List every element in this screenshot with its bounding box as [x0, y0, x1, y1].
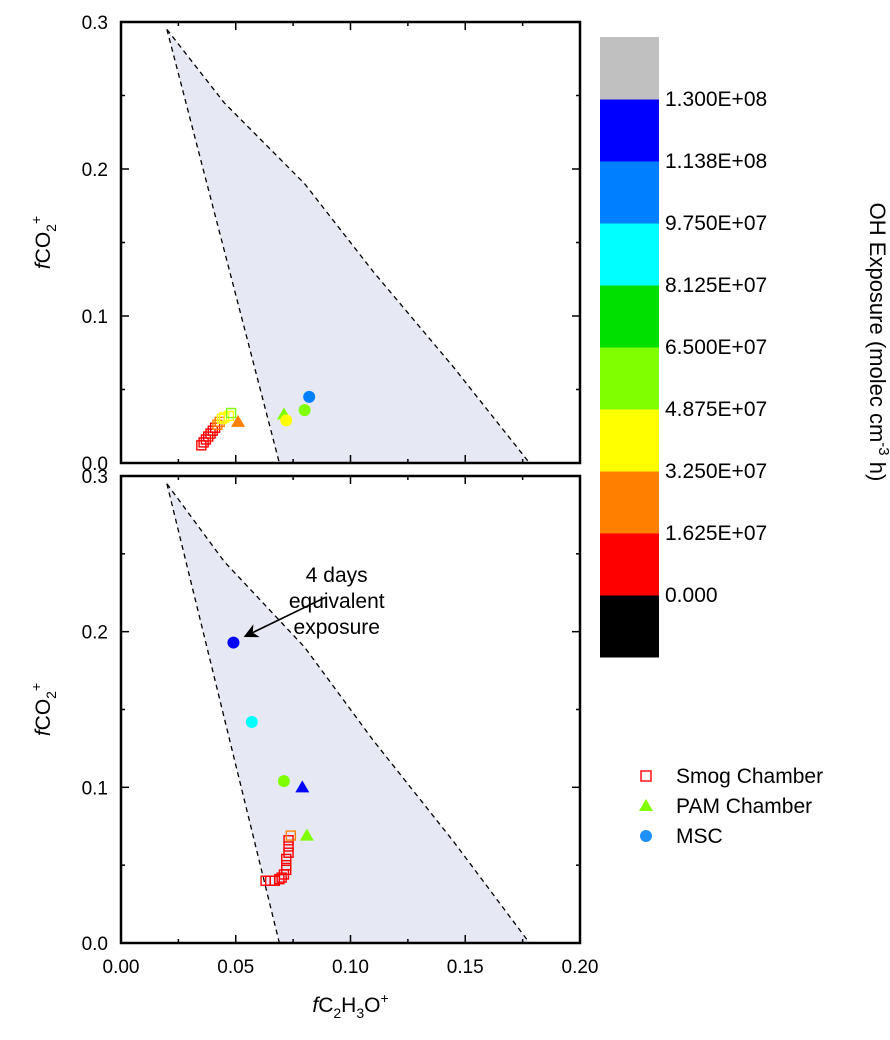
colorbar-band — [600, 285, 659, 348]
colorbar-tick-label: 1.625E+07 — [665, 522, 767, 545]
y-tick-label: 0.1 — [82, 778, 108, 799]
smog-chamber-point — [281, 859, 292, 871]
y-tick-label: 0.0 — [82, 934, 108, 955]
smog-chamber-point — [283, 847, 294, 858]
left-boundary-line — [166, 29, 280, 464]
x-tick-label: 0.00 — [103, 957, 140, 978]
smog-chamber-point — [283, 841, 294, 852]
y-tick-label: 0.2 — [82, 623, 108, 644]
annotation-arrow — [243, 596, 326, 638]
smog-chamber-point — [281, 853, 292, 865]
colorbar-title: OH Exposure (molec cm-3 h) — [865, 203, 890, 482]
pam-chamber-point — [295, 780, 310, 793]
msc-point — [303, 390, 316, 403]
colorbar-band — [600, 471, 659, 534]
smog-chamber-point — [223, 410, 235, 422]
shaded-triangle-region — [166, 29, 530, 463]
colorbar-band — [600, 223, 659, 286]
colorbar-tick-label: 8.125E+07 — [665, 274, 767, 297]
legend-label: MSC — [676, 825, 723, 848]
msc-point — [298, 404, 311, 417]
colorbar-band — [600, 533, 659, 596]
smog-chamber-point — [216, 413, 228, 425]
colorbar-tick-label: 6.500E+07 — [665, 336, 767, 359]
msc-point — [227, 636, 240, 649]
shaded-triangle-region — [166, 483, 530, 943]
bottom-panel: 0.00 0.05 0.10 0.15 0.20 fC2H3O+ 0.0 0.1 0.2 0.3 f… — [28, 467, 598, 1021]
pam-chamber-point — [231, 414, 246, 427]
y-axis-label: fCO2+ — [28, 683, 59, 736]
msc-point — [245, 715, 258, 728]
smog-chamber-point — [285, 830, 297, 841]
top-panel: 0.0 0.1 0.2 0.3 fCO2+ — [28, 13, 582, 475]
colorbar-tick-label: 4.875E+07 — [665, 398, 767, 421]
legend-label: Smog Chamber — [676, 765, 823, 788]
y-tick-label: 0.1 — [82, 307, 108, 328]
colorbar-tick-label: 1.138E+08 — [665, 150, 767, 173]
colorbar-tick-label: 0.000 — [665, 584, 718, 607]
y-tick-label: 0.2 — [82, 160, 108, 181]
y-axis-label: fCO2+ — [28, 216, 59, 269]
colorbar-tick-label: 1.300E+08 — [665, 88, 767, 111]
legend-triangle-marker — [639, 799, 653, 811]
legend-label: PAM Chamber — [676, 795, 812, 818]
annotation-text: equivalent — [289, 590, 385, 613]
colorbar: 0.000 1.625E+07 3.250E+07 4.875E+07 6.500E+0… — [600, 37, 890, 658]
colorbar-band — [600, 595, 659, 658]
y-tick-label: 0.0 — [82, 454, 108, 475]
pam-chamber-point — [299, 828, 314, 841]
annotation-text: exposure — [294, 616, 380, 639]
x-tick-label: 0.10 — [332, 957, 369, 978]
colorbar-band — [600, 161, 659, 224]
legend-circle-marker — [640, 830, 652, 842]
left-boundary-line — [166, 483, 280, 944]
y-tick-label: 0.3 — [82, 13, 108, 34]
y-tick-label: 0.3 — [82, 467, 108, 488]
colorbar-band — [600, 409, 659, 472]
colorbar-band — [600, 347, 659, 410]
colorbar-band — [600, 99, 659, 162]
x-tick-label: 0.05 — [217, 957, 254, 978]
smog-chamber-point — [225, 407, 237, 419]
x-tick-label: 0.20 — [562, 957, 599, 978]
right-boundary-line — [166, 483, 531, 944]
msc-point — [277, 775, 290, 788]
colorbar-band — [600, 37, 659, 100]
colorbar-tick-label: 9.750E+07 — [665, 212, 767, 235]
x-axis-label: fC2H3O+ — [312, 990, 388, 1021]
x-tick-label: 0.15 — [447, 957, 484, 978]
legend-square-marker — [640, 770, 652, 782]
msc-point — [280, 414, 293, 427]
annotation-text: 4 days — [306, 564, 368, 587]
colorbar-tick-label: 3.250E+07 — [665, 460, 767, 483]
legend: Smog Chamber PAM Chamber MSC — [639, 765, 823, 848]
right-boundary-line — [166, 28, 531, 464]
